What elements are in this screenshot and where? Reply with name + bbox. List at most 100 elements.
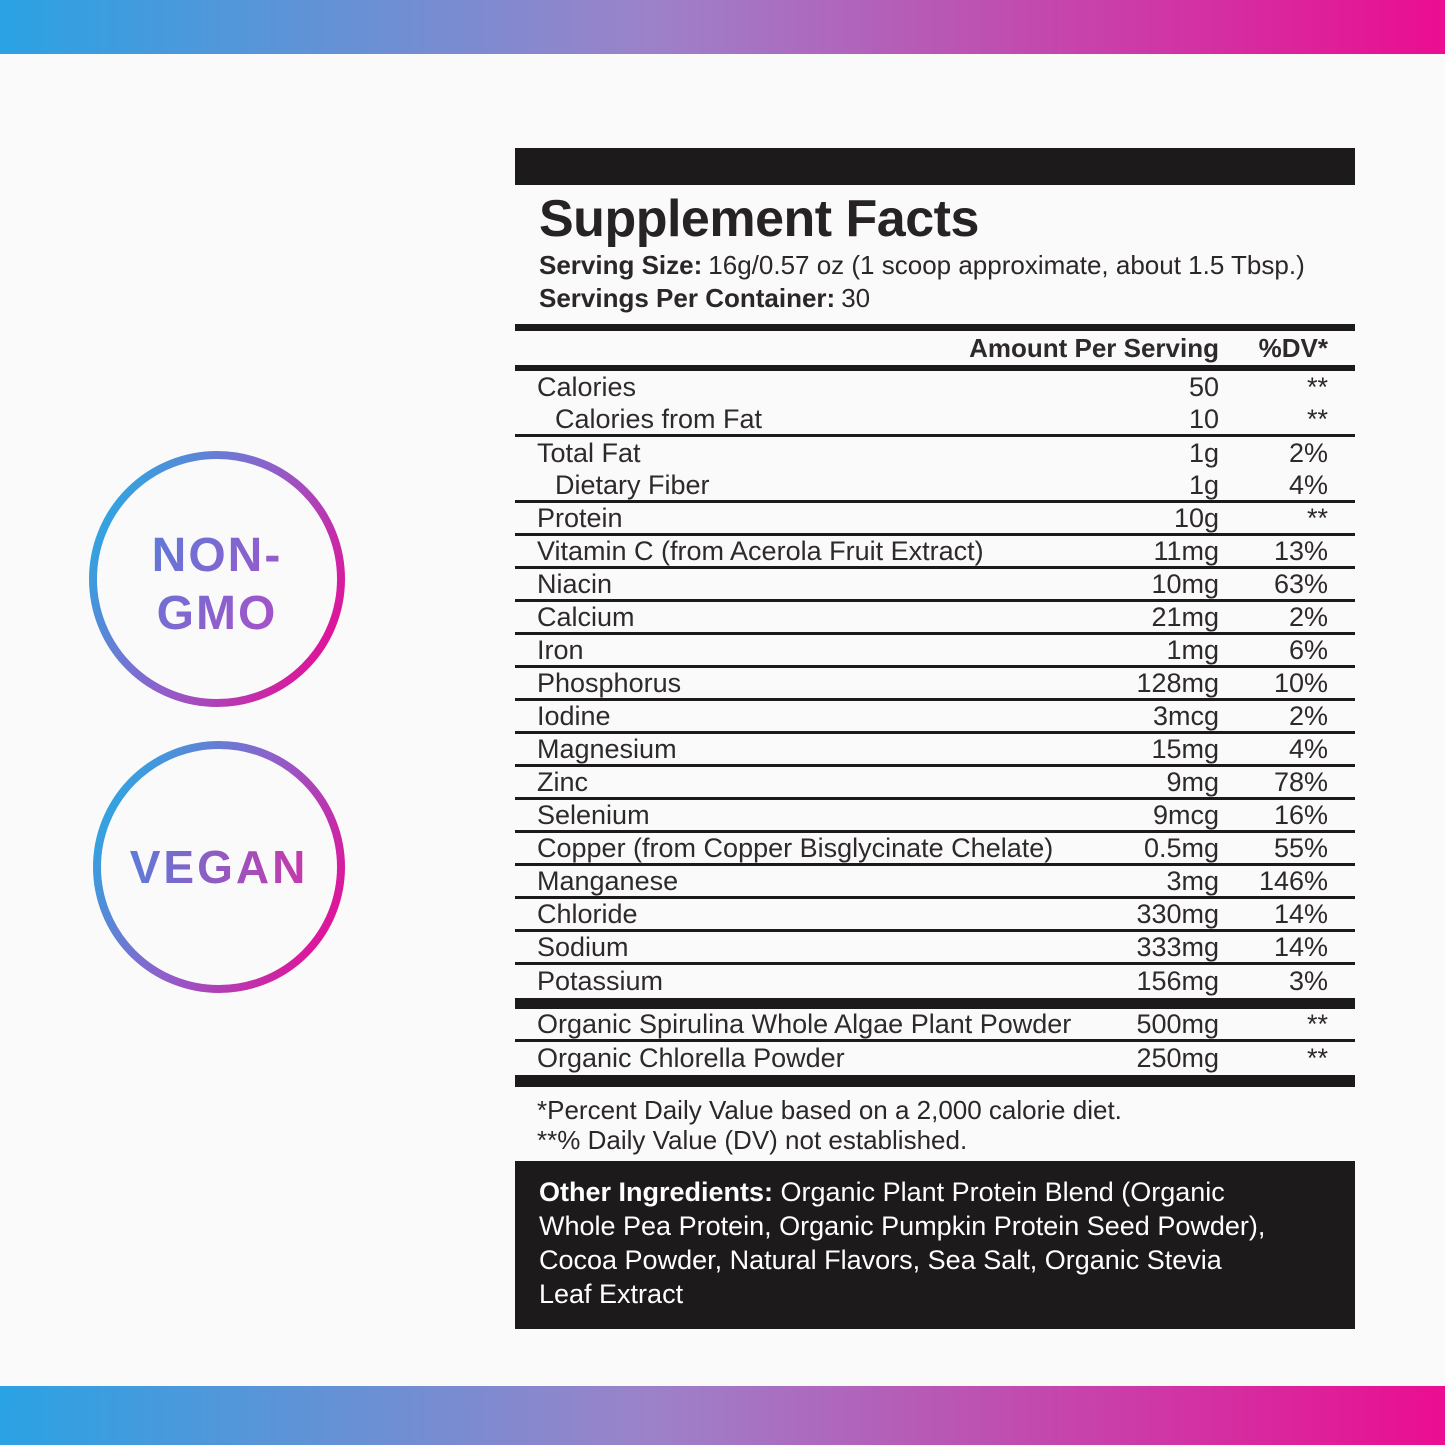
nutrient-amount: 10mg (1151, 568, 1219, 599)
serving-size-line: Serving Size: 16g/0.57 oz (1 scoop approx… (539, 249, 1355, 282)
footnote-not-established: **% Daily Value (DV) not established. (537, 1125, 968, 1155)
other-ingredients-line: Cocoa Powder, Natural Flavors, Sea Salt,… (539, 1245, 1222, 1275)
table-row: Organic Spirulina Whole Algae Plant Powd… (515, 1009, 1355, 1042)
nutrient-name: Phosphorus (537, 667, 682, 698)
servings-label: Servings Per Container: (539, 283, 836, 313)
nutrient-amount: 9mg (1166, 766, 1219, 797)
nutrient-name: Potassium (537, 966, 664, 996)
nutrient-dv: ** (1306, 403, 1328, 434)
nutrient-name: Zinc (537, 766, 589, 797)
nutrient-amount: 50 (1188, 372, 1219, 402)
nutrient-dv: 4% (1288, 469, 1328, 500)
nutrient-amount: 250mg (1136, 1043, 1219, 1073)
nutrient-name: Copper (from Copper Bisglycinate Chelate… (537, 832, 1054, 863)
table-row: Organic Chlorella Powder 250mg ** (515, 1042, 1355, 1075)
table-row: Iodine 3mcg 2% (515, 701, 1355, 734)
divider-thick (515, 1075, 1355, 1087)
nutrient-dv: 2% (1288, 438, 1328, 468)
nutrient-dv: 14% (1273, 931, 1328, 962)
amount-column-header: Amount Per Serving (969, 332, 1219, 363)
divider-thick (515, 365, 1355, 371)
nutrient-table-body: Calories 50 ** Calories from Fat 10 ** Total F… (515, 371, 1355, 998)
bottom-gradient-bar (0, 1386, 1445, 1445)
table-row: Zinc 9mg 78% (515, 767, 1355, 800)
badge-text-line2: GMO (157, 587, 278, 640)
table-row: Total Fat 1g 2% (515, 437, 1355, 470)
table-row: Phosphorus 128mg 10% (515, 668, 1355, 701)
nutrient-name: Calories from Fat (555, 403, 763, 434)
nutrient-dv: 4% (1288, 733, 1328, 764)
nutrient-name: Magnesium (537, 733, 677, 764)
nutrient-name: Dietary Fiber (555, 469, 710, 500)
table-row: Calories 50 ** (515, 371, 1355, 404)
nutrient-dv: 63% (1273, 568, 1328, 599)
table-row: Manganese 3mg 146% (515, 866, 1355, 899)
nutrient-amount: 500mg (1136, 1008, 1219, 1039)
dv-column-header: %DV* (1258, 332, 1328, 363)
nutrient-name: Selenium (537, 799, 650, 830)
nutrient-name: Calories (537, 372, 637, 402)
table-row: Calcium 21mg 2% (515, 602, 1355, 635)
servings-value: 30 (841, 283, 871, 313)
nutrient-name: Chloride (537, 898, 638, 929)
nutrient-dv: ** (1306, 1043, 1328, 1073)
nutrient-amount: 0.5mg (1143, 832, 1219, 863)
table-row: Iron 1mg 6% (515, 635, 1355, 668)
nutrient-amount: 333mg (1136, 931, 1219, 962)
nutrient-amount: 11mg (1153, 535, 1219, 566)
other-ingredients-line: Other Ingredients: Organic Plant Protein… (539, 1177, 1225, 1207)
nutrient-name: Niacin (537, 568, 613, 599)
nutrient-amount: 330mg (1136, 898, 1219, 929)
nutrient-name: Calcium (537, 601, 635, 632)
table-header-row: Amount Per Serving %DV* (515, 331, 1355, 365)
nutrient-amount: 156mg (1136, 966, 1219, 996)
nutrient-amount: 1mg (1166, 634, 1219, 665)
table-row: Dietary Fiber 1g 4% (515, 470, 1355, 503)
nutrient-amount: 21mg (1151, 601, 1219, 632)
badge-text-line1: VEGAN (130, 841, 309, 893)
supplement-facts-panel: Supplement Facts Serving Size: 16g/0.57 o… (515, 148, 1355, 1329)
panel-top-black-bar (515, 148, 1355, 185)
table-row: Calories from Fat 10 ** (515, 404, 1355, 437)
serving-size-value: 16g/0.57 oz (1 scoop approximate, about … (708, 250, 1305, 280)
top-gradient-bar (0, 0, 1445, 54)
nutrient-dv: ** (1306, 1008, 1328, 1039)
panel-title: Supplement Facts (539, 190, 979, 248)
table-row: Niacin 10mg 63% (515, 569, 1355, 602)
nutrient-name: Organic Chlorella Powder (537, 1043, 845, 1073)
nutrient-dv: 3% (1288, 966, 1328, 996)
serving-size-label: Serving Size: (539, 250, 703, 280)
nutrient-dv: 2% (1288, 601, 1328, 632)
nutrient-amount: 1g (1188, 438, 1219, 468)
nutrient-dv: 78% (1273, 766, 1328, 797)
table-row: Chloride 330mg 14% (515, 899, 1355, 932)
footnote-dv: *Percent Daily Value based on a 2,000 ca… (537, 1095, 1122, 1125)
table-row: Selenium 9mcg 16% (515, 800, 1355, 833)
divider-thick (515, 324, 1355, 331)
nutrient-name: Protein (537, 502, 623, 533)
non-gmo-badge: NON- GMO (89, 451, 345, 707)
nutrient-dv: 55% (1273, 832, 1328, 863)
nutrient-name: Organic Spirulina Whole Algae Plant Powd… (537, 1008, 1072, 1039)
nutrient-amount: 15mg (1151, 733, 1219, 764)
gradient-ring-icon (89, 451, 345, 707)
table-row: Potassium 156mg 3% (515, 965, 1355, 998)
nutrient-amount: 3mcg (1152, 700, 1219, 731)
nutrient-dv: ** (1306, 502, 1328, 533)
nutrient-dv: 146% (1258, 865, 1328, 896)
nutrient-dv: 16% (1273, 799, 1328, 830)
table-row: Magnesium 15mg 4% (515, 734, 1355, 767)
badge-text-line1: NON- (152, 529, 283, 582)
table-row: Copper (from Copper Bisglycinate Chelate… (515, 833, 1355, 866)
nutrient-name: Total Fat (537, 438, 641, 468)
nutrient-dv: 14% (1273, 898, 1328, 929)
nutrient-name: Iodine (537, 700, 611, 731)
divider-thick (515, 998, 1355, 1009)
other-ingredients-label: Other Ingredients: (539, 1177, 774, 1207)
footnotes: *Percent Daily Value based on a 2,000 ca… (537, 1095, 1355, 1155)
botanical-table-body: Organic Spirulina Whole Algae Plant Powd… (515, 1009, 1355, 1075)
nutrient-amount: 9mcg (1152, 799, 1219, 830)
table-row: Protein 10g ** (515, 503, 1355, 536)
table-row: Sodium 333mg 14% (515, 932, 1355, 965)
